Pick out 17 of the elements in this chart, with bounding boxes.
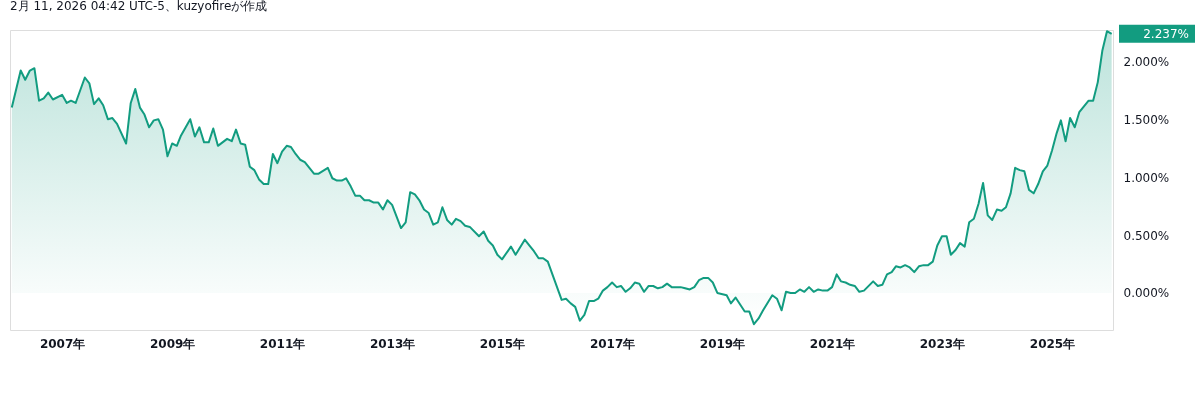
x-tick-label: 2007年 <box>39 336 86 351</box>
x-tick-label: 2009年 <box>149 336 196 351</box>
x-tick-label: 2011年 <box>259 336 306 351</box>
x-tick-label: 2017年 <box>589 336 636 351</box>
chart-title: 2月 11, 2026 04:42 UTC-5、kuzyofireが作成 <box>10 0 268 13</box>
y-tick-label: 2.000% <box>1123 54 1170 69</box>
x-tick-label: 2013年 <box>369 336 416 351</box>
y-tick-label: 1.500% <box>1123 112 1170 127</box>
x-tick-label: 2023年 <box>919 336 966 351</box>
x-tick-label: 2025年 <box>1029 336 1076 351</box>
y-tick-label: 0.500% <box>1123 228 1170 243</box>
y-tick-label: 1.000% <box>1123 170 1170 185</box>
annotation: 2.237% <box>1143 26 1189 41</box>
x-tick-label: 2015年 <box>479 336 526 351</box>
x-tick-label: 2019年 <box>699 336 746 351</box>
y-tick-label: 0.000% <box>1123 286 1170 301</box>
x-tick-label: 2021年 <box>809 336 856 351</box>
